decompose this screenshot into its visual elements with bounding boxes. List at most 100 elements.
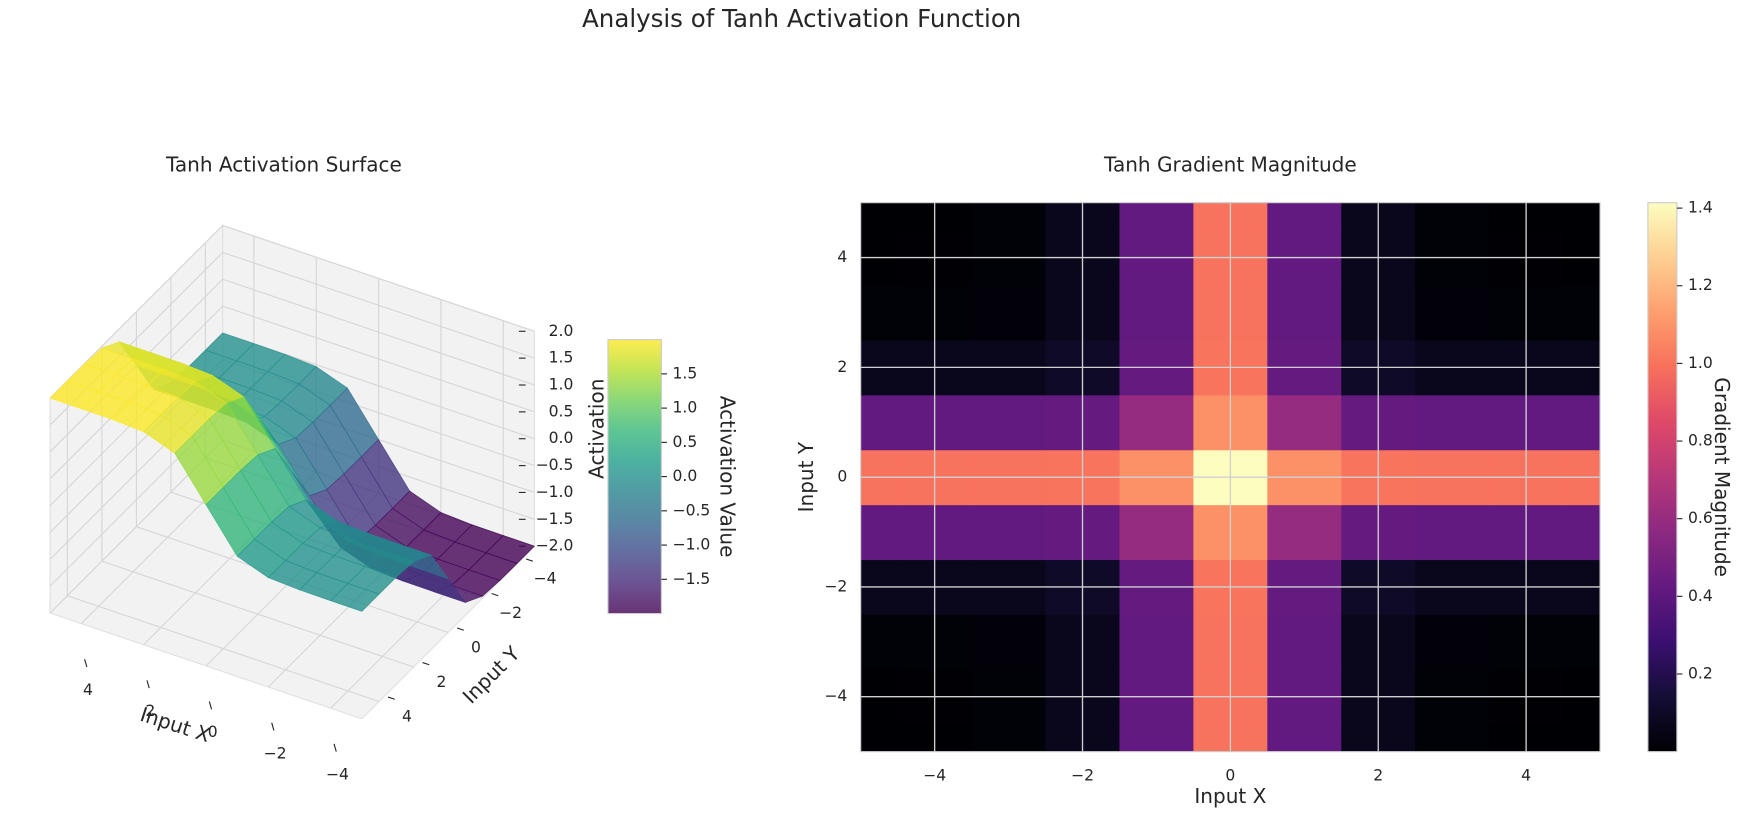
- x-tick-label: −4: [326, 765, 349, 783]
- colorbar-tick-label: 0.4: [1688, 587, 1713, 605]
- heatmap-cell: [1563, 504, 1601, 561]
- heatmap-cell: [860, 202, 899, 231]
- y-tick-label: 4: [402, 708, 412, 726]
- heatmap-cell: [1563, 724, 1601, 752]
- x-axis-label: Input X: [1194, 784, 1266, 808]
- heatmap-cell: [1119, 614, 1194, 670]
- colorbar-tick-label: 0.2: [1688, 664, 1713, 682]
- heatmap-cell: [860, 614, 899, 670]
- heatmap-cell: [1119, 202, 1194, 231]
- z-tick-label: −0.5: [536, 456, 574, 474]
- z-tick-label: 1.0: [549, 376, 574, 394]
- y-tick: [422, 662, 430, 666]
- heatmap-cell: [1415, 504, 1490, 561]
- colorbar: [607, 339, 662, 615]
- heatmap-cell: [1415, 614, 1490, 670]
- z-tick-label: −2.0: [536, 537, 574, 555]
- heatmap-cell: [1267, 202, 1342, 231]
- colorbar-tick-label: 1.0: [673, 399, 698, 417]
- x-tick: [333, 743, 337, 752]
- colorbar-tick-label: 0.8: [1688, 432, 1713, 450]
- y-tick: [456, 627, 464, 631]
- chart-title: Tanh Gradient Magnitude: [1103, 152, 1357, 176]
- grid-line: [101, 560, 414, 668]
- x-tick-label: 0: [208, 723, 218, 741]
- heatmap-cell: [1267, 614, 1342, 670]
- y-tick-label: 4: [837, 248, 847, 266]
- heatmap-cell: [971, 614, 1047, 670]
- heatmap-cell: [1563, 394, 1601, 451]
- heatmap-cell: [1267, 504, 1342, 561]
- x-tick: [84, 659, 88, 668]
- y-tick-label: −2: [499, 604, 522, 622]
- z-tick-label: −1.0: [536, 483, 574, 501]
- z-tick-label: 2.0: [549, 322, 574, 340]
- x-tick-label: 4: [1521, 767, 1531, 785]
- x-tick: [208, 701, 213, 710]
- y-axis-label: Input Y: [794, 441, 818, 512]
- heatmap-cell: [1119, 394, 1194, 451]
- z-tick-label: −1.5: [536, 510, 574, 528]
- x-tick-label: 2: [145, 702, 155, 720]
- y-tick: [491, 592, 499, 597]
- x-tick: [271, 722, 275, 731]
- colorbar-tick-label: −1.0: [673, 536, 711, 554]
- y-tick: [525, 558, 533, 562]
- colorbar: [1647, 202, 1678, 753]
- y-tick: [387, 696, 395, 700]
- heatmap-cell: [1415, 394, 1490, 451]
- heatmap-cell: [971, 394, 1047, 451]
- y-tick-label: 0: [471, 639, 481, 657]
- y-tick-label: 2: [437, 673, 447, 691]
- heatmap-cell: [860, 504, 899, 561]
- heatmap-cell: [971, 285, 1047, 341]
- colorbar-tick-label: −0.5: [673, 501, 711, 519]
- x-tick-label: 4: [83, 681, 93, 699]
- figure-title: Analysis of Tanh Activation Function: [582, 4, 1021, 33]
- heatmap-cell: [1415, 202, 1490, 231]
- heatmap-cell: [1415, 724, 1490, 752]
- x-tick-label: 0: [1225, 767, 1235, 785]
- heatmap-cell: [1119, 285, 1194, 341]
- heatmap-cell: [1563, 285, 1601, 341]
- heatmap-cell: [1119, 724, 1194, 752]
- x-tick-label: −4: [923, 767, 946, 785]
- y-axis-label: Input Y: [458, 641, 525, 708]
- heatmap-cell: [971, 724, 1047, 752]
- x-tick-label: 2: [1373, 767, 1383, 785]
- y-tick-label: 2: [837, 358, 847, 376]
- colorbar-tick-label: 1.2: [1688, 276, 1713, 294]
- y-tick-label: −4: [534, 570, 557, 588]
- z-axis-label: Activation: [584, 379, 608, 479]
- grid-line: [67, 595, 380, 703]
- grid-line: [222, 305, 535, 413]
- grid-line: [222, 224, 535, 332]
- colorbar-label: Gradient Magnitude: [1710, 377, 1734, 577]
- heatmap-cell: [860, 724, 899, 752]
- surface-face: [330, 583, 380, 612]
- chart-title: Tanh Activation Surface: [165, 152, 402, 176]
- z-tick-label: 0.5: [549, 402, 574, 420]
- colorbar-tick-label: 0.6: [1688, 509, 1713, 527]
- colorbar-tick-label: 0.0: [673, 467, 698, 485]
- y-tick-label: 0: [837, 468, 847, 486]
- heatmap-cell: [1415, 285, 1490, 341]
- z-tick-label: 1.5: [549, 349, 574, 367]
- heatmap-cell: [860, 285, 899, 341]
- heatmap-cell: [971, 504, 1047, 561]
- heatmap-cell: [1563, 202, 1601, 231]
- heatmap-cell: [860, 394, 899, 451]
- grid-line: [222, 278, 535, 386]
- heatmap-cell: [1267, 285, 1342, 341]
- y-tick-label: −2: [824, 577, 847, 595]
- colorbar-tick-label: 1.0: [1688, 354, 1713, 372]
- x-tick-label: −2: [1071, 767, 1094, 785]
- grid-line: [222, 251, 535, 359]
- colorbar-tick-label: 0.5: [673, 433, 698, 451]
- colorbar-tick-label: 1.5: [673, 364, 698, 382]
- plot-frame: [860, 202, 1601, 753]
- x-tick: [146, 680, 150, 689]
- colorbar-label: Activation Value: [715, 396, 739, 558]
- heatmap-cell: [971, 202, 1047, 231]
